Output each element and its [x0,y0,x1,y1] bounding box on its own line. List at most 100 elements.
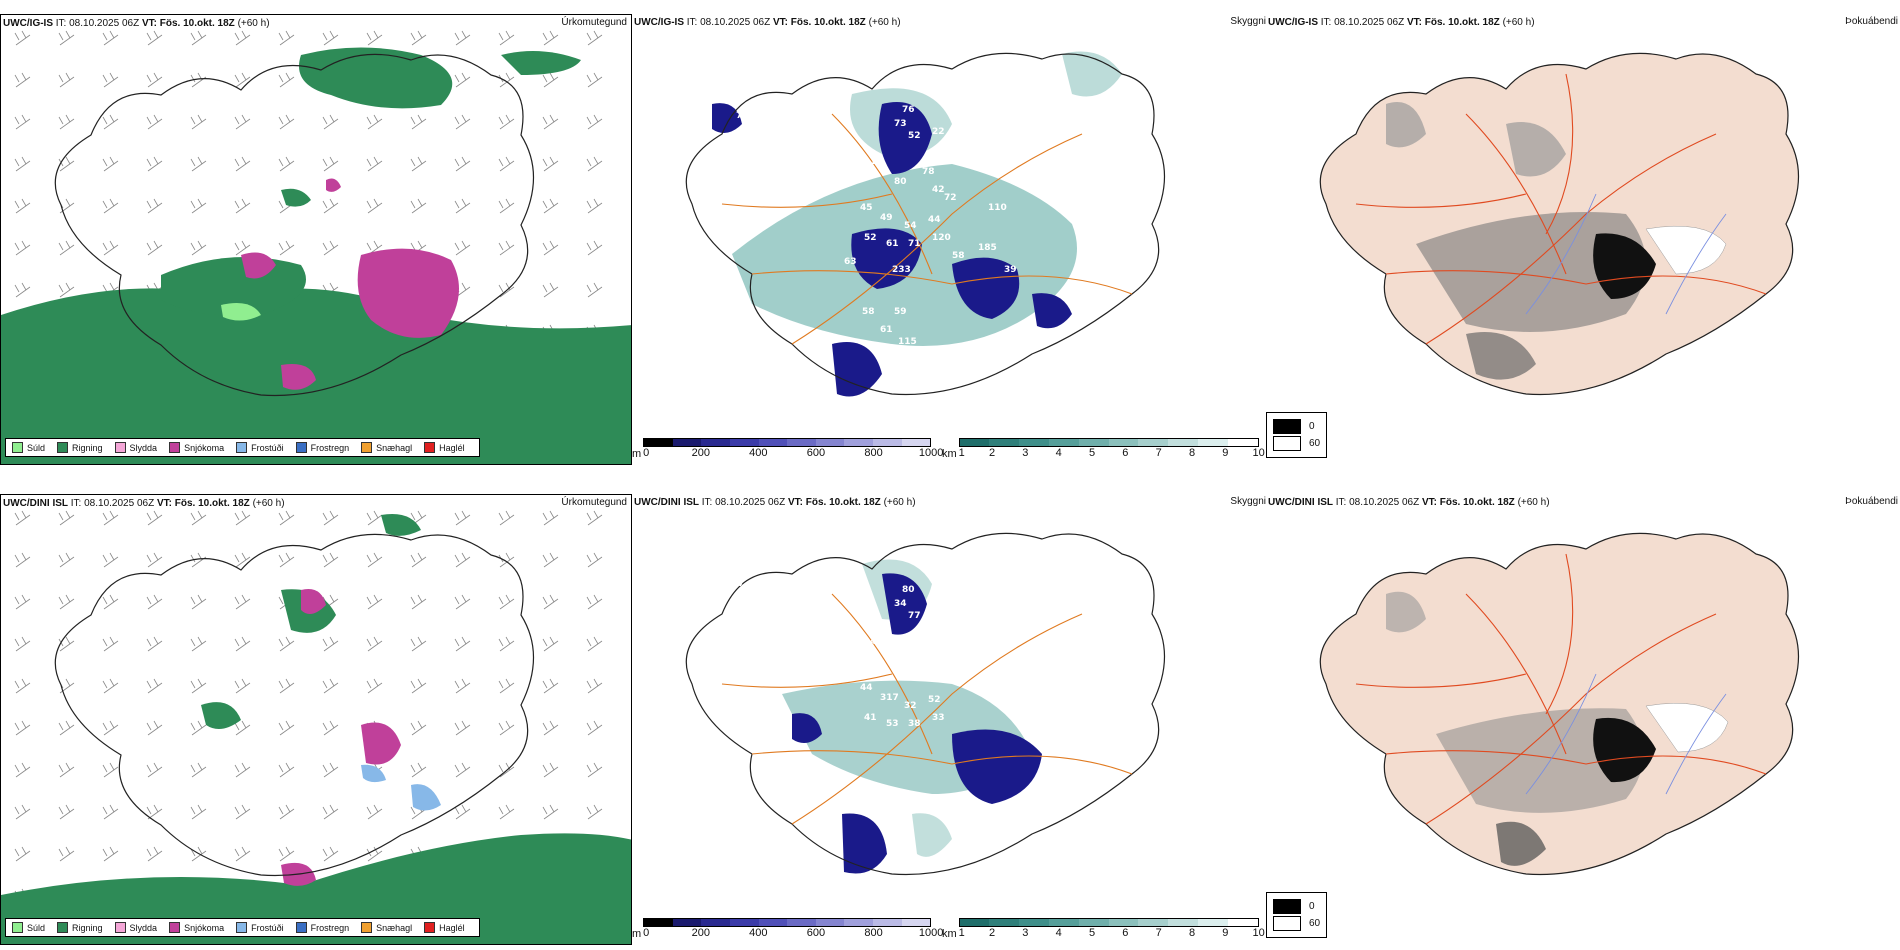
wind-barb [586,678,603,694]
fog-legend-swatch [1273,899,1301,914]
wind-barb [586,114,603,130]
it-value: 08.10.2025 06Z [84,498,155,509]
fog-panel-bottom: UWC/DINI ISL IT: 08.10.2025 06Z VT: Fös.… [1266,494,1900,945]
cloud-base-label: 34 [894,599,907,609]
it-label: IT: [686,17,698,28]
wind-barb [278,678,295,694]
wind-barb [146,240,163,256]
wind-barb [102,636,119,652]
cloud-base-label: 76 [902,105,915,115]
legend-label: Haglél [439,922,465,933]
legend-swatch [12,442,23,453]
wind-barb [454,72,471,88]
wind-barb [410,30,427,46]
wind-barb [14,30,31,46]
wind-barb [542,804,559,820]
wind-barb [410,198,427,214]
wind-barb [586,762,603,778]
colorbar-unit: m [632,448,642,460]
precip-panel-bottom: UWC/DINI ISL IT: 08.10.2025 06Z VT: Fös.… [0,494,632,945]
colorbar-cell [901,439,931,446]
colorbar-cell [1168,439,1199,446]
precip-map [1,510,631,944]
wind-barb [542,678,559,694]
cloud-base-label: 42 [870,637,883,647]
model-name: UWC/IG-IS [634,17,684,28]
colorbar-cell [989,919,1020,926]
panel-title: Úrkomutegund [561,17,627,28]
colorbar-tick: 10 [1252,927,1265,939]
wind-barb [322,156,339,172]
wind-barb [542,156,559,172]
cloud-base-label: 84 [730,579,743,589]
cloud-base-area [792,713,822,743]
precip-map [1,30,631,464]
rain-area [201,702,241,729]
snow-area [326,178,341,192]
colorbar-tick: 600 [806,927,826,939]
wind-barb [586,156,603,172]
wind-barb [146,30,163,46]
legend-item: Haglél [424,922,465,933]
river-network [1525,193,1727,315]
colorbar-cell [872,439,902,446]
legend-item: Frostúði [236,922,284,933]
wind-barb [366,552,383,568]
colorbar-unit: km [942,448,957,460]
wind-barb [14,804,31,820]
colorbar-tick: 1 [958,927,965,939]
wind-barb [322,636,339,652]
model-name: UWC/DINI ISL [3,498,68,509]
legend-item: Súld [12,442,45,453]
cloud-base-area [878,102,932,174]
legend-swatch [114,442,126,453]
wind-barb [146,198,163,214]
wind-barb [234,552,251,568]
colorbar-cell [1049,439,1079,446]
wind-barb [234,678,251,694]
cloud-base-label: 233 [892,265,911,275]
wind-barb [234,510,251,526]
precip-type-legend: Súld Rigning Slydda Snjókoma Frostúði Frostre… [5,438,480,457]
rain-area [1,833,631,944]
cloud-base-label: 83 [736,591,749,601]
colorbar-cell [758,439,788,446]
colorbar-cell [1108,439,1139,446]
legend-item: Slydda [114,922,157,933]
wind-barb [190,156,207,172]
colorbar-tick: 5 [1088,447,1096,459]
colorbar-cell [787,439,816,446]
wind-barb [146,846,163,862]
lead-time: (+60 h) [237,18,270,29]
legend-item: Snæhagl [361,922,412,933]
wind-barb [542,594,559,610]
cloud-base-label: 39 [1004,265,1017,275]
vt-label: VT: [156,498,172,509]
legend-swatch [361,442,373,453]
wind-barb [58,804,75,820]
cloud-base-label: 52 [928,695,941,705]
wind-barb [146,156,163,172]
wind-barb [14,594,31,610]
cloud-base-label: 61 [886,239,899,249]
cloud-base-area [712,103,742,133]
wind-barb [190,30,207,46]
wind-barb [278,804,295,820]
it-label: IT: [1320,17,1332,28]
wind-barb [102,804,119,820]
legend-item: Frostregn [295,922,349,933]
colorbar-cell [872,919,902,926]
fog-legend-row: 0 [1273,419,1320,434]
wind-barb [278,156,295,172]
fog-shading [1386,102,1426,148]
colorbar-cell [672,439,702,446]
wind-barb [586,804,603,820]
legend-label: Súld [27,442,46,453]
cloud-base-label: 44 [860,683,873,693]
cloud-base-label: 41 [864,713,877,723]
lead-time: (+60 h) [1502,17,1535,28]
wind-barb [234,720,251,736]
wind-barb [542,510,559,526]
cloud-base-label: 115 [898,337,917,347]
